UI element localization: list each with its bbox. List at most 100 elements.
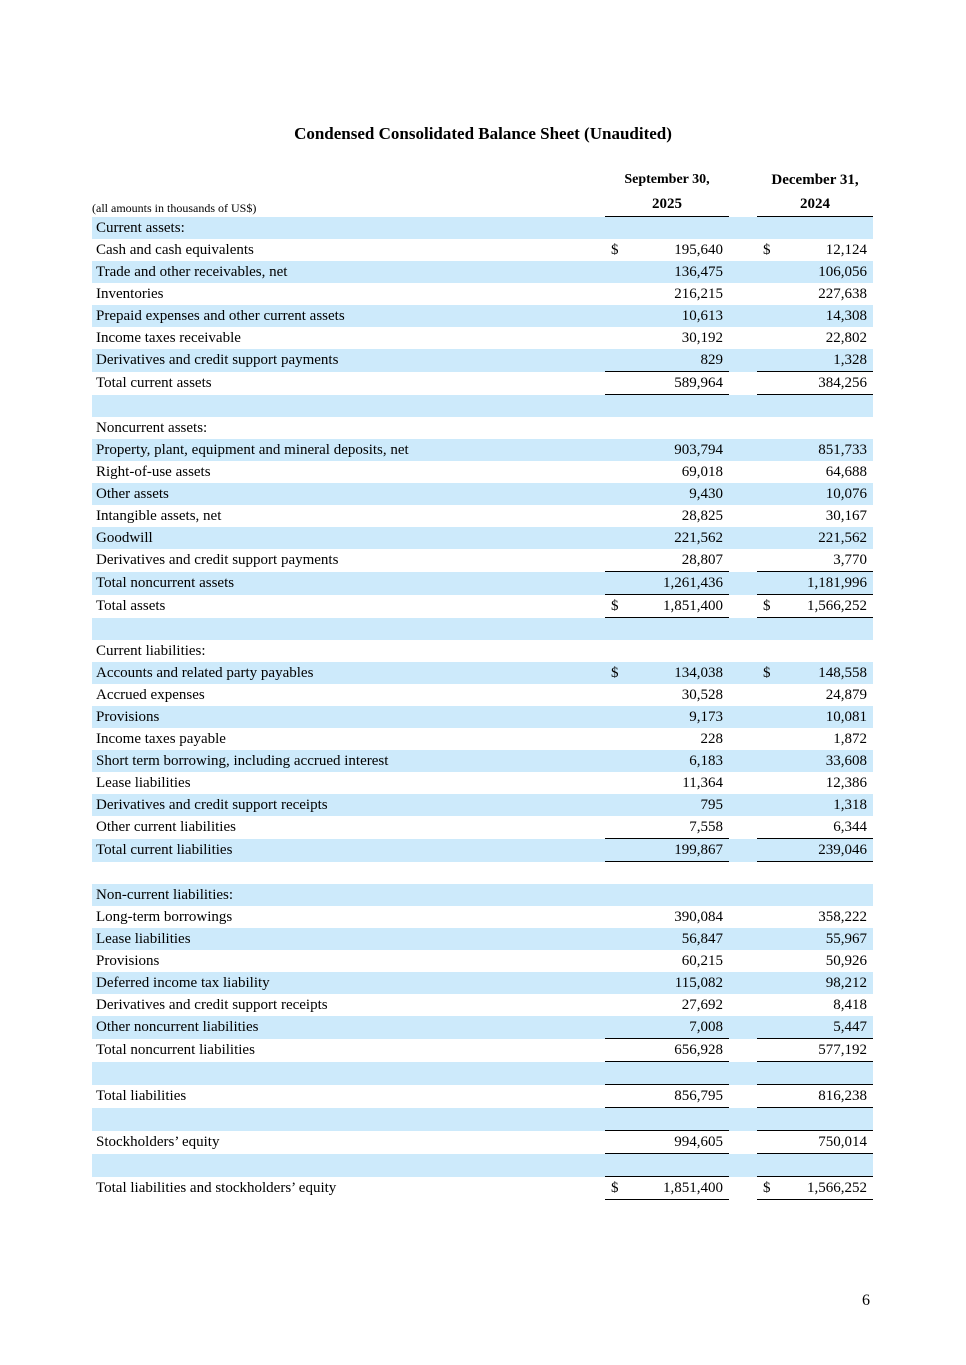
table-row: Provisions 9,173 10,081	[92, 706, 873, 728]
row-label: Trade and other receivables, net	[92, 261, 605, 283]
table-row: Provisions 60,215 50,926	[92, 950, 873, 972]
amount: 216,215	[674, 286, 723, 302]
value-dec-2024	[757, 417, 873, 439]
value-dec-2024: 106,056	[757, 261, 873, 283]
row-label: Inventories	[96, 286, 164, 302]
table-row: Trade and other receivables, net 136,475 1…	[92, 261, 873, 283]
amount: 10,081	[825, 709, 867, 725]
table-row: Prepaid expenses and other current asset…	[92, 305, 873, 327]
table-row: Long-term borrowings 390,084 358,222	[92, 906, 873, 928]
value-dec-2024: 227,638	[757, 283, 873, 305]
amount: 11,364	[682, 775, 723, 791]
value-sep-2025: 28,825	[605, 505, 729, 527]
currency-symbol: $	[763, 665, 771, 681]
amount: 56,847	[681, 931, 723, 947]
table-row: Short term borrowing, including accrued …	[92, 750, 873, 772]
value-sep-2025: 27,692	[605, 994, 729, 1016]
row-label: Total noncurrent liabilities	[96, 1042, 255, 1058]
amount: 10,076	[825, 486, 867, 502]
amount: 829	[700, 352, 724, 368]
amount: 1,851,400	[663, 598, 723, 614]
value-sep-2025: 11,364	[605, 772, 729, 794]
value-dec-2024: $1,566,252	[757, 1176, 873, 1200]
row-label: Derivatives and credit support receipts	[92, 794, 605, 816]
spacer-row	[92, 617, 873, 640]
row-label: Accounts and related party payables	[92, 662, 605, 684]
value-dec-2024: 1,318	[757, 794, 873, 816]
amount: 239,046	[818, 842, 867, 858]
row-label: Total current liabilities	[92, 838, 605, 862]
value-sep-2025: 795	[605, 794, 729, 816]
value-sep-2025: $1,851,400	[605, 1176, 729, 1200]
amount: 221,562	[674, 530, 723, 546]
row-label	[92, 1061, 605, 1085]
amount: 136,475	[674, 264, 723, 280]
table-row: Goodwill 221,562 221,562	[92, 527, 873, 549]
value-sep-2025	[605, 216, 729, 239]
row-label: Long-term borrowings	[96, 909, 233, 925]
amount: 55,967	[825, 931, 867, 947]
balance-sheet-table: September 30, December 31, (all amounts …	[92, 168, 873, 1200]
value-sep-2025	[605, 417, 729, 439]
value-sep-2025: 9,173	[605, 706, 729, 728]
amount: 228	[700, 731, 724, 747]
row-label: Provisions	[92, 706, 605, 728]
value-dec-2024: 358,222	[757, 906, 873, 928]
table-row: Intangible assets, net 28,825 30,167	[92, 505, 873, 527]
amount: 24,879	[825, 687, 867, 703]
row-label: Total liabilities and stockholders’ equi…	[96, 1180, 337, 1196]
table-row: Derivatives and credit support payments 8…	[92, 349, 873, 372]
table-row: Derivatives and credit support receipts 2…	[92, 994, 873, 1016]
amount: 30,192	[681, 330, 723, 346]
table-row: Cash and cash equivalents $195,640 $12,124	[92, 239, 873, 261]
table-row: Total assets $1,851,400 $1,566,252	[92, 594, 873, 618]
row-label: Deferred income tax liability	[92, 972, 605, 994]
table-row: Income taxes receivable 30,192 22,802	[92, 327, 873, 349]
value-sep-2025	[605, 862, 729, 885]
row-label: Intangible assets, net	[96, 508, 222, 524]
row-label: Right-of-use assets	[96, 464, 211, 480]
table-row: Derivatives and credit support receipts 7…	[92, 794, 873, 816]
row-label: Other noncurrent liabilities	[92, 1016, 605, 1039]
table-row: Stockholders’ equity 994,605 750,014	[92, 1130, 873, 1154]
value-dec-2024: 1,328	[757, 349, 873, 372]
currency-symbol: $	[763, 598, 771, 614]
amount: 856,795	[674, 1088, 723, 1104]
amount: 69,018	[681, 464, 723, 480]
value-dec-2024	[757, 862, 873, 885]
value-dec-2024: 239,046	[757, 838, 873, 862]
page-title: Condensed Consolidated Balance Sheet (Un…	[294, 124, 672, 143]
amount: 28,807	[681, 552, 723, 568]
value-sep-2025: 56,847	[605, 928, 729, 950]
value-sep-2025: $134,038	[605, 662, 729, 684]
amount: 14,308	[825, 308, 867, 324]
value-dec-2024: 50,926	[757, 950, 873, 972]
row-label: Derivatives and credit support payments	[92, 349, 605, 372]
row-label: Total liabilities	[96, 1088, 187, 1104]
value-sep-2025: 199,867	[605, 838, 729, 862]
spacer-row	[92, 1153, 873, 1177]
amount: 1,261,436	[663, 575, 723, 591]
table-row: Other assets 9,430 10,076	[92, 483, 873, 505]
amount: 5,447	[833, 1019, 867, 1035]
value-sep-2025: 589,964	[605, 371, 729, 395]
value-sep-2025: $1,851,400	[605, 594, 729, 618]
value-sep-2025: 9,430	[605, 483, 729, 505]
row-label: Other assets	[92, 483, 605, 505]
value-dec-2024: $148,558	[757, 662, 873, 684]
amount: 903,794	[674, 442, 723, 458]
amount: 390,084	[674, 909, 723, 925]
amount: 7,558	[689, 819, 723, 835]
value-sep-2025: 228	[605, 728, 729, 750]
currency-symbol: $	[611, 665, 619, 681]
value-dec-2024: 577,192	[757, 1038, 873, 1062]
value-dec-2024: 10,081	[757, 706, 873, 728]
value-sep-2025: 216,215	[605, 283, 729, 305]
value-dec-2024: 8,418	[757, 994, 873, 1016]
row-label	[92, 862, 605, 885]
table-row: Current assets:	[92, 216, 873, 239]
column-header-dec-2024: December 31,	[757, 168, 873, 192]
amount: 577,192	[818, 1042, 867, 1058]
amount: 6,183	[689, 753, 723, 769]
value-dec-2024: 221,562	[757, 527, 873, 549]
